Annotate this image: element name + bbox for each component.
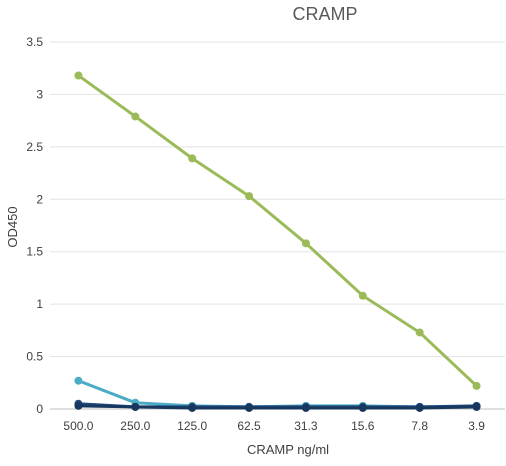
series-layer: [74, 71, 481, 412]
x-tick-label: 15.6: [351, 419, 375, 433]
data-point: [472, 402, 481, 411]
x-tick-label: 62.5: [237, 419, 261, 433]
x-tick-label: 250.0: [120, 419, 150, 433]
x-tick-label: 125.0: [177, 419, 207, 433]
data-point: [131, 402, 140, 411]
y-tick-label: 2: [36, 192, 43, 206]
data-point: [301, 239, 310, 248]
chart-title: CRAMP: [292, 4, 357, 24]
series-1: [74, 71, 481, 390]
grid-layer: [50, 41, 505, 410]
data-point: [74, 71, 83, 80]
series-line: [77, 74, 478, 388]
data-point: [188, 403, 197, 412]
data-point: [472, 381, 481, 390]
data-point: [74, 376, 83, 385]
x-axis-ticks: 500.0 250.0 125.0 62.5 31.3 15.6 7.8 3.9: [63, 419, 485, 433]
data-point: [301, 403, 310, 412]
data-point: [415, 403, 424, 412]
y-tick-label: 0.5: [26, 350, 43, 364]
data-point: [245, 192, 254, 201]
y-tick-label: 3.5: [26, 35, 43, 49]
y-tick-label: 1.5: [26, 245, 43, 259]
data-point: [188, 154, 197, 163]
data-point: [245, 403, 254, 412]
y-tick-label: 0: [36, 402, 43, 416]
y-tick-label: 1: [36, 297, 43, 311]
y-axis-title: OD450: [5, 206, 20, 247]
x-tick-label: 31.3: [294, 419, 318, 433]
data-point: [74, 401, 83, 410]
y-tick-label: 3: [36, 87, 43, 101]
x-tick-label: 500.0: [63, 419, 93, 433]
data-point: [131, 112, 140, 121]
series-line: [78, 404, 477, 410]
y-axis-ticks: 0 0.5 1 1.5 2 2.5 3 3.5: [26, 35, 43, 416]
x-axis-title: CRAMP ng/ml: [247, 442, 329, 457]
y-tick-label: 2.5: [26, 140, 43, 154]
data-point: [415, 328, 424, 337]
x-tick-label: 3.9: [468, 419, 485, 433]
x-tick-label: 7.8: [411, 419, 428, 433]
data-point: [358, 291, 367, 300]
series-4: [74, 401, 481, 412]
data-point: [358, 403, 367, 412]
